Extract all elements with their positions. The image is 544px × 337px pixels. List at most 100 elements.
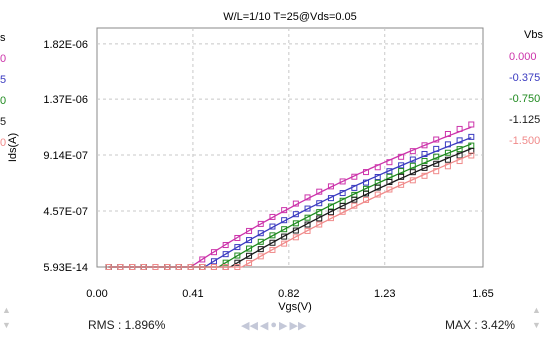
- series-marker-1: [327, 195, 334, 202]
- series-marker-0: [304, 194, 311, 201]
- series-marker-2: [234, 252, 241, 259]
- series-marker-4: [316, 221, 323, 228]
- first-page-button[interactable]: ◀◀: [241, 320, 258, 332]
- series-marker-0: [269, 213, 276, 220]
- series-marker-4: [175, 264, 182, 270]
- series-marker-3: [246, 252, 253, 259]
- series-marker-4: [339, 208, 346, 215]
- series-marker-4: [292, 234, 299, 241]
- series-marker-2: [222, 259, 229, 266]
- series-marker-3: [327, 209, 334, 216]
- series-marker-4: [210, 264, 217, 270]
- last-page-button[interactable]: ▶▶: [289, 320, 307, 332]
- legend-item-3: -1.125: [509, 114, 540, 126]
- series-marker-4: [398, 181, 405, 188]
- series-marker-3: [339, 202, 346, 209]
- series-marker-0: [339, 178, 346, 185]
- series-marker-2: [257, 238, 264, 245]
- series-marker-1: [363, 179, 370, 186]
- series-marker-3: [386, 178, 393, 185]
- left-scroll-up-arrow[interactable]: ▲: [2, 305, 11, 315]
- series-marker-2: [456, 146, 463, 153]
- previous-page-button[interactable]: ◀: [259, 320, 269, 332]
- series-marker-1: [210, 258, 217, 265]
- series-marker-3: [234, 259, 241, 266]
- legend-item-2: -0.750: [509, 93, 540, 105]
- x-tick-label: 1.65: [472, 288, 493, 300]
- series-marker-4: [421, 172, 428, 179]
- series-marker-1: [281, 217, 288, 224]
- series-marker-4: [374, 191, 381, 198]
- series-marker-0: [234, 234, 241, 241]
- series-marker-0: [444, 130, 451, 137]
- series-marker-2: [269, 232, 276, 239]
- series-marker-0: [222, 242, 229, 249]
- series-marker-4: [456, 158, 463, 165]
- right-scroll-down-arrow[interactable]: ▼: [532, 320, 541, 330]
- x-axis-label: Vgs(V): [278, 301, 312, 313]
- series-marker-1: [269, 223, 276, 230]
- series-marker-0: [199, 256, 206, 263]
- next-page-button[interactable]: ▶: [279, 320, 288, 332]
- series-marker-1: [374, 173, 381, 180]
- series-marker-0: [292, 200, 299, 207]
- x-tick-label: 1.23: [374, 288, 395, 300]
- right-scroll-up-arrow[interactable]: ▲: [532, 305, 541, 315]
- rms-error-label: RMS : 1.896%: [88, 318, 166, 332]
- series-marker-2: [409, 162, 416, 169]
- series-marker-4: [468, 152, 475, 159]
- series-marker-4: [351, 202, 358, 209]
- series-marker-1: [433, 145, 440, 152]
- max-error-label: MAX : 3.42%: [445, 318, 516, 332]
- series-marker-4: [199, 264, 206, 270]
- series-marker-1: [409, 156, 416, 163]
- series-marker-3: [316, 215, 323, 222]
- legend-item-4: -1.500: [509, 135, 540, 147]
- series-marker-1: [351, 184, 358, 191]
- series-marker-1: [444, 141, 451, 148]
- series-marker-0: [246, 227, 253, 234]
- y-tick-label: 1.82E-06: [43, 39, 88, 51]
- series-marker-4: [257, 253, 264, 260]
- y-tick-label: 1.37E-06: [43, 94, 88, 106]
- series-marker-2: [281, 226, 288, 233]
- series-marker-2: [304, 214, 311, 221]
- series-marker-3: [374, 184, 381, 191]
- left-scroll-down-arrow[interactable]: ▼: [2, 320, 11, 330]
- series-marker-2: [327, 203, 334, 210]
- series-marker-4: [363, 196, 370, 203]
- series-marker-1: [316, 200, 323, 207]
- series-marker-4: [444, 163, 451, 170]
- series-marker-2: [316, 209, 323, 216]
- series-marker-3: [433, 160, 440, 167]
- series-marker-0: [327, 183, 334, 190]
- series-marker-3: [456, 152, 463, 159]
- y-tick-label: 9.14E-07: [43, 150, 88, 162]
- series-marker-4: [327, 215, 334, 222]
- series-marker-1: [468, 133, 475, 140]
- chart-title: W/L=1/10 T=25@Vds=0.05: [223, 11, 357, 23]
- series-marker-4: [433, 168, 440, 175]
- series-marker-4: [222, 264, 229, 270]
- series-marker-3: [269, 239, 276, 246]
- series-marker-0: [398, 153, 405, 160]
- legend-title: Vbs: [524, 29, 543, 41]
- x-tick-label: 0.82: [278, 288, 299, 300]
- series-marker-0: [351, 173, 358, 180]
- left-legend-item-1: 0: [0, 53, 7, 65]
- series-marker-0: [210, 249, 217, 256]
- series-marker-0: [409, 148, 416, 155]
- series-marker-3: [351, 196, 358, 203]
- series-marker-2: [433, 153, 440, 160]
- series-marker-1: [386, 168, 393, 175]
- legend-item-0: 0.000: [509, 51, 537, 63]
- series-marker-1: [292, 211, 299, 218]
- y-tick-label: 5.93E-14: [43, 262, 88, 274]
- series-marker-3: [444, 156, 451, 163]
- left-legend-item-2: 5: [0, 74, 7, 86]
- current-page-indicator[interactable]: ●: [270, 319, 278, 331]
- series-marker-4: [140, 264, 147, 270]
- series-marker-1: [257, 230, 264, 237]
- series-marker-1: [398, 162, 405, 169]
